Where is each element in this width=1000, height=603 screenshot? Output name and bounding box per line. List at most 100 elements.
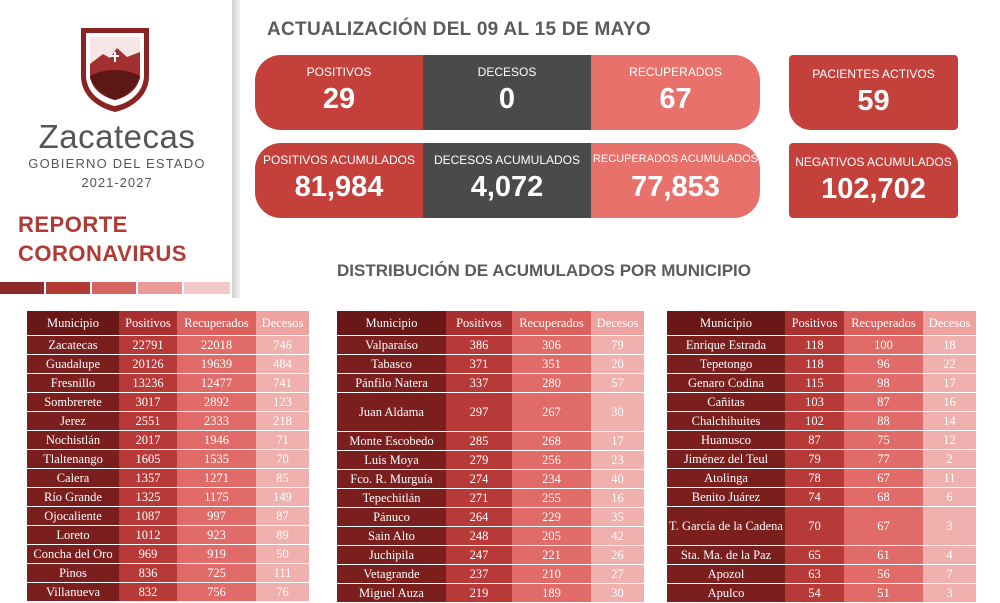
municipio-cell: Genaro Codina: [667, 374, 785, 392]
recuperados-cell: 919: [177, 545, 256, 563]
decesos-cell: 17: [591, 432, 644, 450]
color-strip-1: [0, 282, 44, 294]
table-row: Juchipila 247 221 26: [337, 546, 644, 564]
brand-subtitle: GOBIERNO DEL ESTADO: [28, 156, 206, 171]
col-decesos-header: Decesos: [256, 311, 309, 335]
table-row: Cañitas 103 87 16: [667, 393, 976, 411]
recuperados-cell: 280: [512, 374, 591, 392]
table-row: Pánfilo Natera 337 280 57: [337, 374, 644, 392]
col-decesos-header: Decesos: [923, 311, 976, 335]
decesos-cell: 2: [923, 450, 976, 468]
positivos-cell: 22791: [119, 336, 177, 354]
weekly-recuperados-value: 67: [659, 83, 692, 115]
recuperados-cell: 267: [512, 393, 591, 431]
decesos-cell: 79: [591, 336, 644, 354]
table-row: Loreto 1012 923 89: [27, 526, 309, 544]
table-row: Río Grande 1325 1175 149: [27, 488, 309, 506]
table-row: Chalchihuites 102 88 14: [667, 412, 976, 430]
positivos-cell: 63: [785, 565, 844, 583]
col-decesos-header: Decesos: [591, 311, 644, 335]
recuperados-cell: 77: [844, 450, 923, 468]
recuperados-cell: 234: [512, 470, 591, 488]
table-row: Fresnillo 13236 12477 741: [27, 374, 309, 392]
decesos-cell: 4: [923, 546, 976, 564]
municipio-cell: Pánfilo Natera: [337, 374, 446, 392]
recuperados-cell: 51: [844, 584, 923, 602]
decesos-cell: 40: [591, 470, 644, 488]
decesos-cell: 85: [256, 469, 309, 487]
positivos-cell: 54: [785, 584, 844, 602]
municipio-cell: Jerez: [27, 412, 119, 430]
municipio-cell: Ojocaliente: [27, 507, 119, 525]
weekly-positivos-label: POSITIVOS: [306, 65, 372, 79]
table-row: Valparaíso 386 306 79: [337, 336, 644, 354]
municipio-cell: Miguel Auza: [337, 584, 446, 602]
municipio-cell: Tlaltenango: [27, 450, 119, 468]
color-strip-4: [138, 282, 182, 294]
decesos-cell: 27: [591, 565, 644, 583]
recuperados-cell: 1175: [177, 488, 256, 506]
municipio-cell: Tabasco: [337, 355, 446, 373]
table-row: Enrique Estrada 118 100 18: [667, 336, 976, 354]
positivos-cell: 836: [119, 564, 177, 582]
municipio-cell: Villanueva: [27, 583, 119, 601]
decesos-cell: 111: [256, 564, 309, 582]
municipio-cell: Apozol: [667, 565, 785, 583]
decesos-cell: 741: [256, 374, 309, 392]
positivos-cell: 386: [446, 336, 512, 354]
col-positivos-header: Positivos: [785, 311, 844, 335]
col-positivos-header: Positivos: [119, 311, 177, 335]
recuperados-cell: 1271: [177, 469, 256, 487]
municipio-cell: Monte Escobedo: [337, 432, 446, 450]
recuperados-cell: 997: [177, 507, 256, 525]
decesos-cell: 70: [256, 450, 309, 468]
positivos-cell: 832: [119, 583, 177, 601]
positivos-cell: 279: [446, 451, 512, 469]
positivos-cell: 115: [785, 374, 844, 392]
decesos-cell: 14: [923, 412, 976, 430]
decesos-cell: 22: [923, 355, 976, 373]
decesos-cell: 87: [256, 507, 309, 525]
municipio-cell: Benito Juárez: [667, 488, 785, 506]
table-row: Monte Escobedo 285 268 17: [337, 432, 644, 450]
decesos-cell: 7: [923, 565, 976, 583]
negativos-value: 102,702: [821, 173, 926, 205]
positivos-cell: 285: [446, 432, 512, 450]
positivos-cell: 2017: [119, 431, 177, 449]
table-row: Tepechitlán 271 255 16: [337, 489, 644, 507]
table-row: Atolinga 78 67 11: [667, 469, 976, 487]
decesos-cell: 30: [591, 393, 644, 431]
table-row: Apozol 63 56 7: [667, 565, 976, 583]
municipio-table-2: Municipio Positivos Recuperados Decesos …: [337, 310, 644, 603]
recuperados-cell: 87: [844, 393, 923, 411]
positivos-cell: 74: [785, 488, 844, 506]
table-row: Genaro Codina 115 98 17: [667, 374, 976, 392]
recuperados-cell: 19639: [177, 355, 256, 373]
municipio-cell: Valparaíso: [337, 336, 446, 354]
decesos-cell: 71: [256, 431, 309, 449]
municipio-table-3: Municipio Positivos Recuperados Decesos …: [667, 310, 976, 603]
col-recuperados-header: Recuperados: [844, 311, 923, 335]
pacientes-activos-card: PACIENTES ACTIVOS 59: [789, 55, 958, 130]
recuperados-cell: 100: [844, 336, 923, 354]
col-positivos-header: Positivos: [446, 311, 512, 335]
decesos-cell: 76: [256, 583, 309, 601]
recuperados-cell: 255: [512, 489, 591, 507]
cumulative-stats: POSITIVOS ACUMULADOS 81,984 DECESOS ACUM…: [255, 143, 760, 218]
positivos-cell: 219: [446, 584, 512, 602]
positivos-cell: 248: [446, 527, 512, 545]
positivos-cell: 237: [446, 565, 512, 583]
weekly-stats: POSITIVOS 29 DECESOS 0 RECUPERADOS 67: [255, 55, 760, 130]
municipio-cell: Zacatecas: [27, 336, 119, 354]
positivos-cell: 118: [785, 355, 844, 373]
recuperados-cell: 205: [512, 527, 591, 545]
update-title: ACTUALIZACIÓN DEL 09 AL 15 DE MAYO: [267, 19, 651, 40]
table-row: Guadalupe 20126 19639 484: [27, 355, 309, 373]
positivos-cell: 70: [785, 507, 844, 545]
positivos-cell: 103: [785, 393, 844, 411]
municipio-cell: Enrique Estrada: [667, 336, 785, 354]
decesos-cell: 23: [591, 451, 644, 469]
recuperados-cell: 96: [844, 355, 923, 373]
cum-decesos-label: DECESOS ACUMULADOS: [433, 153, 581, 167]
report-title-line1: REPORTE: [18, 212, 128, 237]
